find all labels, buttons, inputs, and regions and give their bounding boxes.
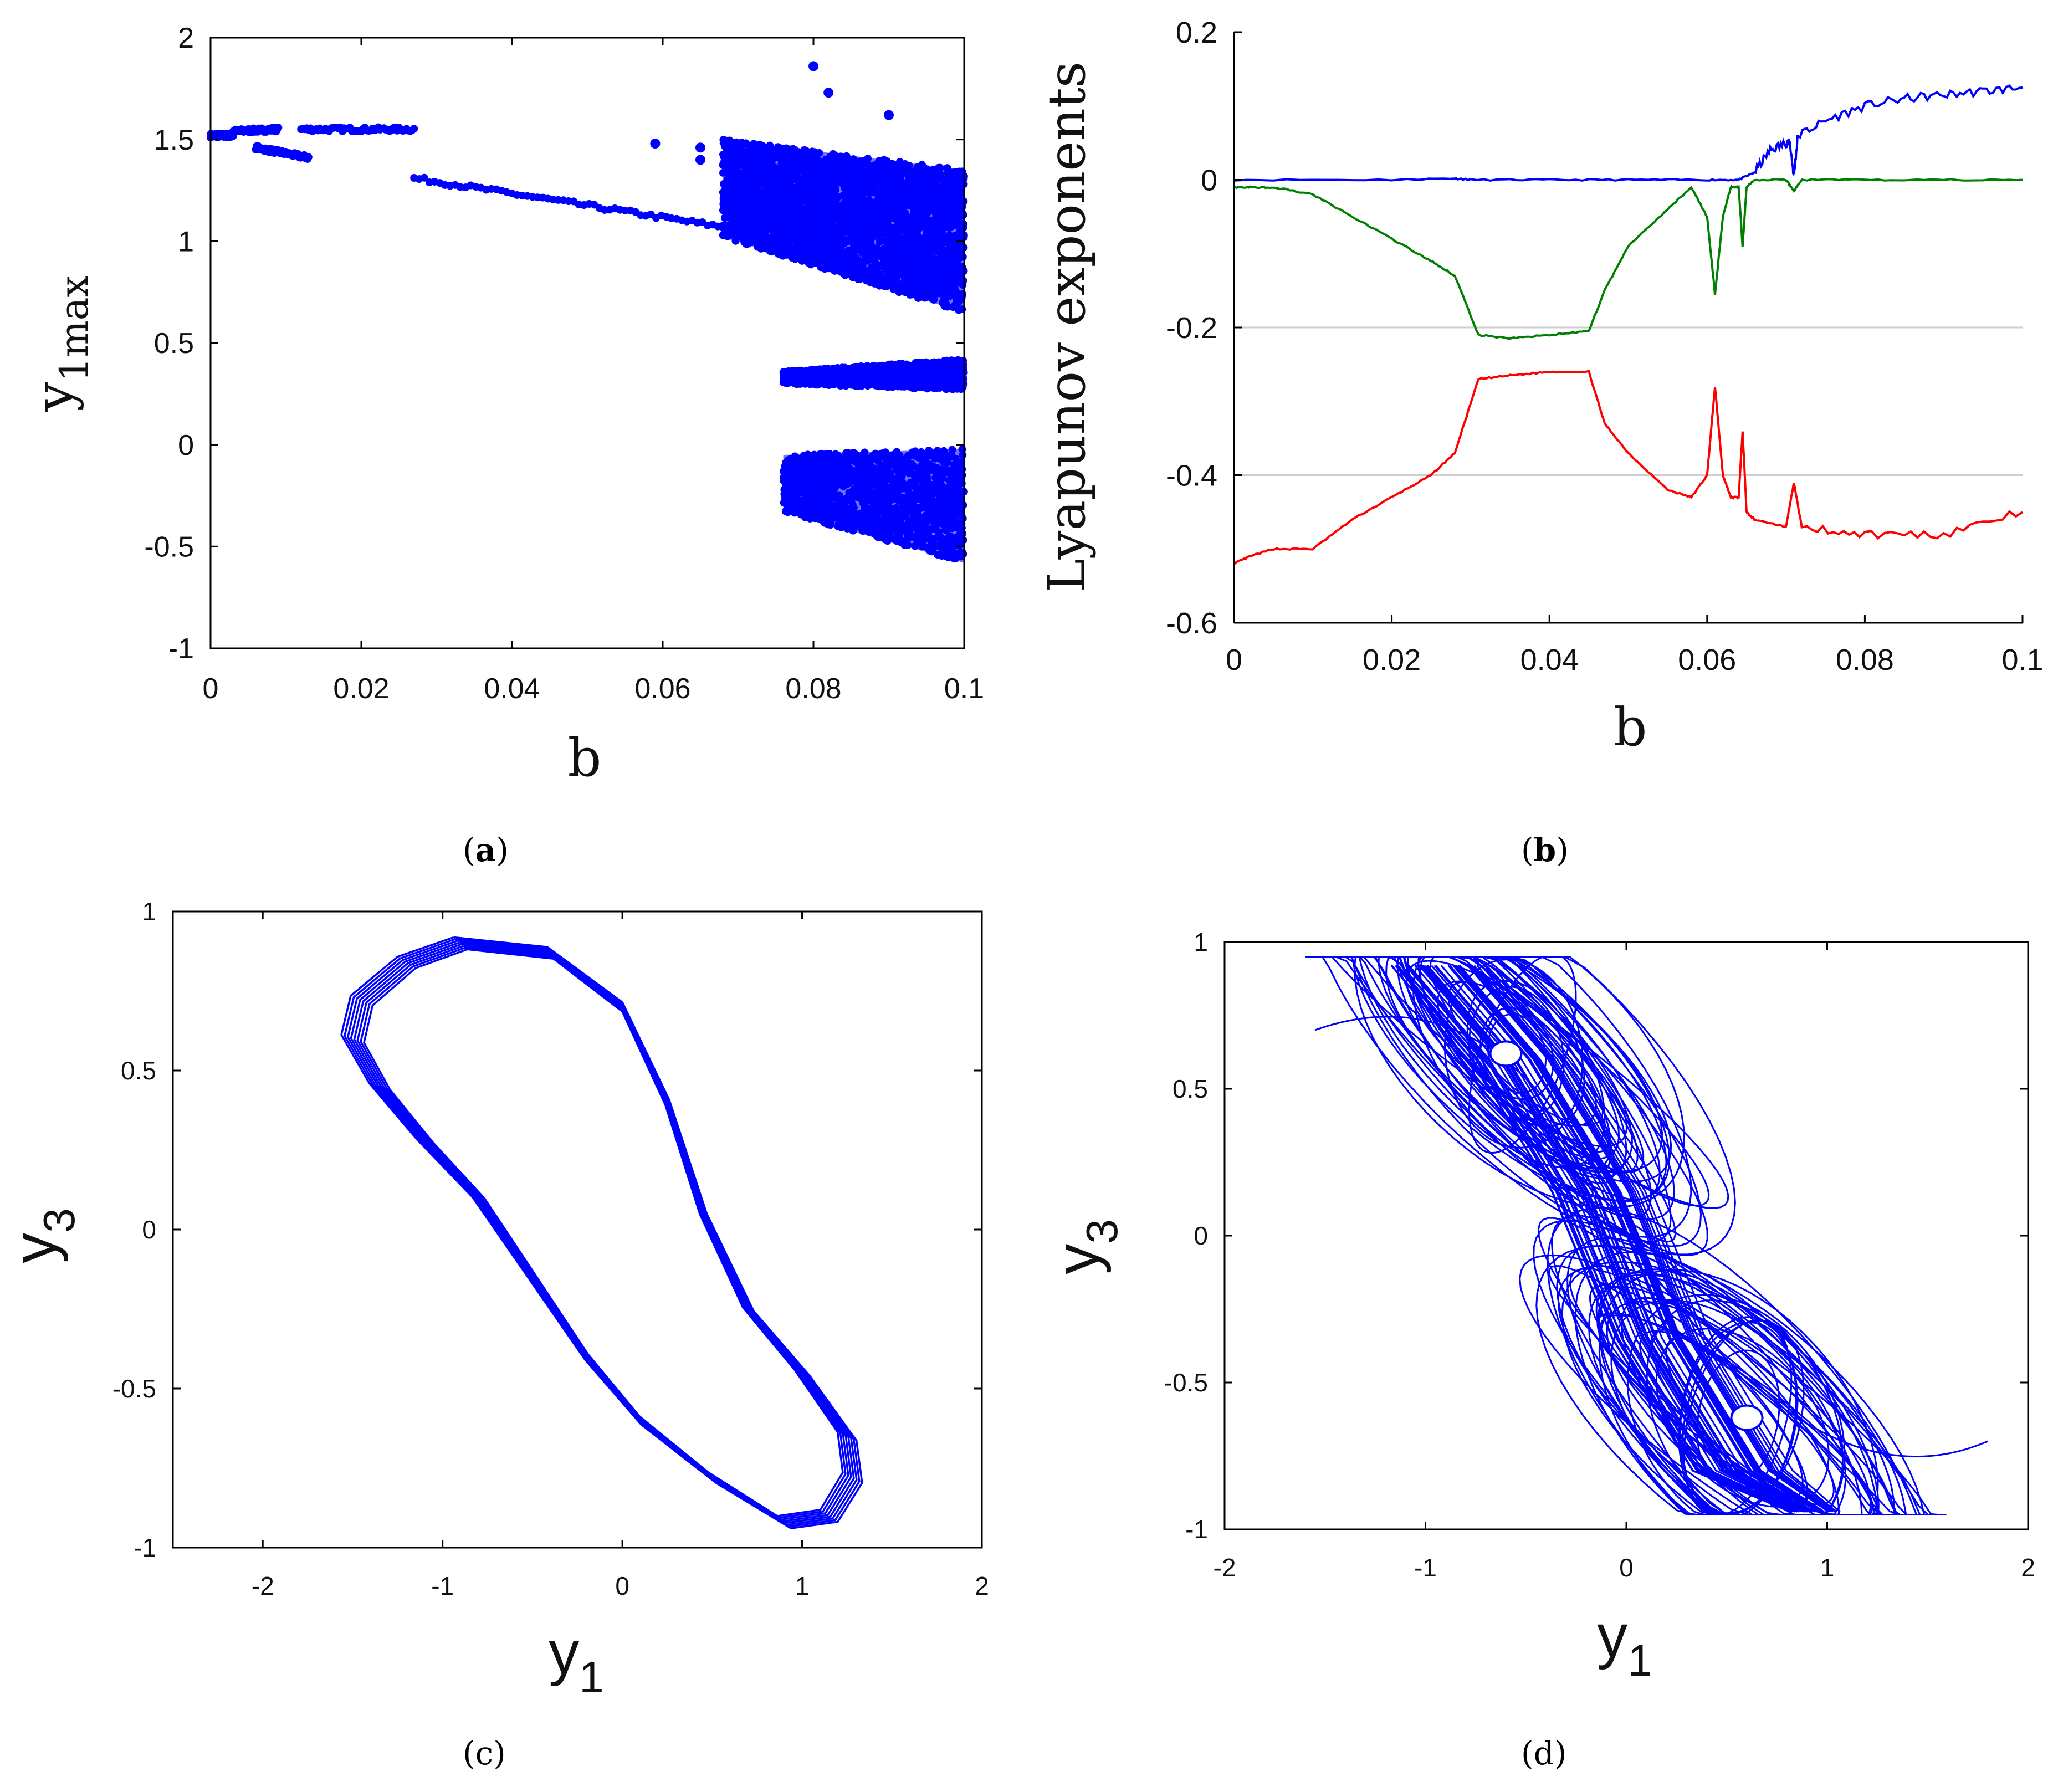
bifurcation-point	[884, 110, 894, 120]
chart-a: 0 0.02 0.04 0.06 0.08 0.1 -1 -0.5 0 0.5 1 1.5 2 b y…	[0, 0, 1026, 864]
chart-a-plot	[207, 61, 968, 563]
bifurcation-point	[304, 153, 313, 161]
bifurcation-point	[650, 139, 661, 149]
bifurcation-point	[420, 173, 428, 182]
bifurcation-point	[410, 125, 418, 133]
chaotic-band	[723, 139, 964, 313]
bifurcation-point	[695, 142, 705, 153]
bifurcation-point	[695, 155, 705, 165]
bifurcation-point	[274, 124, 283, 132]
chart-a-svg: 0 0.02 0.04 0.06 0.08 0.1 -1-0.500.511.52 b y…	[24, 22, 984, 789]
bifurcation-point	[808, 61, 818, 71]
bifurcation-point	[823, 88, 834, 98]
